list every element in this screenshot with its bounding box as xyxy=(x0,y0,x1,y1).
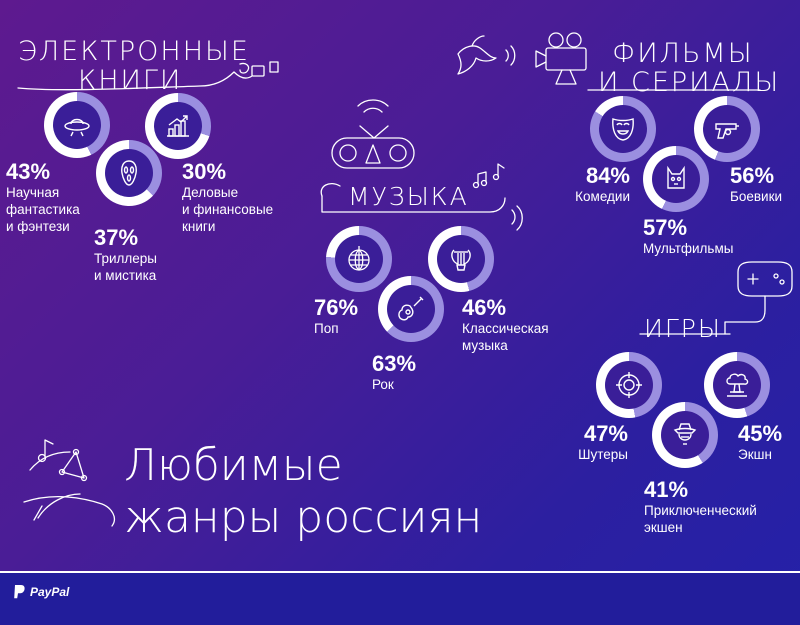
paypal-icon xyxy=(14,585,25,599)
disco-ball-icon xyxy=(348,246,370,271)
donut-action-movies xyxy=(694,96,760,162)
books-title: ЭЛЕКТРОННЫЕ КНИГИ xyxy=(18,38,250,94)
stat-comedy-label-1: Комедии xyxy=(575,189,630,204)
cartoon-cat-icon xyxy=(667,165,685,189)
main-title: Любимые жанры россиян xyxy=(124,440,482,544)
stat-business: 30% Деловые и финансовые книги xyxy=(182,160,273,235)
stat-action-games: 45% Экшн xyxy=(738,422,782,463)
donut-rock xyxy=(378,276,444,342)
books-title-line2: КНИГИ xyxy=(78,65,183,96)
stat-cartoons-label-1: Мультфильмы xyxy=(643,241,734,256)
stat-pop-label-1: Поп xyxy=(314,321,339,336)
stat-scifi-label-1: Научная xyxy=(6,185,60,200)
stat-cartoons: 57% Мультфильмы xyxy=(643,216,733,257)
stat-thriller-value: 37% xyxy=(94,225,139,250)
stat-adventure-label-1: Приключенческий xyxy=(644,503,757,518)
stat-action-movies-label-1: Боевики xyxy=(730,189,783,204)
nuclear-explosion-icon xyxy=(726,373,749,397)
stat-comedy-value: 84% xyxy=(585,163,630,188)
scream-mask-icon xyxy=(121,160,137,186)
books-title-line1: ЭЛЕКТРОННЫЕ xyxy=(18,36,250,67)
stat-cartoons-value: 57% xyxy=(643,215,688,240)
stat-thriller-label-2: и мистика xyxy=(94,268,157,283)
donut-thriller xyxy=(96,140,162,206)
stat-thriller: 37% Триллеры и мистика xyxy=(94,226,157,284)
ufo-icon xyxy=(64,118,90,137)
footer-divider xyxy=(0,571,800,573)
stat-business-label-3: книги xyxy=(182,219,216,234)
movies-title-line1: ФИЛЬМЫ xyxy=(612,38,754,69)
donut-adventure xyxy=(652,402,718,468)
donut-business xyxy=(145,93,211,159)
stat-pop: 76% Поп xyxy=(314,296,358,337)
lyre-icon xyxy=(451,249,471,271)
stat-action-games-label-1: Экшн xyxy=(738,447,772,462)
comedy-mask-icon xyxy=(612,118,634,141)
stat-action-movies-value: 56% xyxy=(730,163,775,188)
stat-business-label-1: Деловые xyxy=(182,185,239,200)
stat-rock: 63% Рок xyxy=(372,352,416,393)
stat-business-value: 30% xyxy=(182,159,227,184)
movies-title-line2: И СЕРИАЛЫ xyxy=(598,67,781,98)
stat-comedy: 84% Комедии xyxy=(575,164,630,205)
stat-scifi-value: 43% xyxy=(6,159,51,184)
stat-scifi-label-2: фантастика xyxy=(6,202,80,217)
donut-scifi xyxy=(44,92,110,158)
stat-pop-value: 76% xyxy=(314,295,359,320)
stat-thriller-label-1: Триллеры xyxy=(94,251,158,266)
stat-business-label-2: и финансовые xyxy=(182,202,274,217)
stat-shooters: 47% Шутеры xyxy=(578,422,628,463)
stat-adventure-label-2: экшен xyxy=(644,520,683,535)
paypal-brand-text: PayPal xyxy=(30,585,70,599)
music-title: МУЗЫКА xyxy=(348,184,469,209)
donut-shooters xyxy=(596,352,662,418)
donut-classical xyxy=(428,226,494,292)
donut-action-games xyxy=(704,352,770,418)
main-title-line1: Любимые xyxy=(124,440,343,491)
growth-chart-icon xyxy=(167,115,189,137)
stat-scifi-label-3: и фэнтези xyxy=(6,219,70,234)
stat-rock-value: 63% xyxy=(372,351,417,376)
games-title-line1: ИГРЫ xyxy=(644,314,722,343)
stat-classical: 46% Классическая музыка xyxy=(462,296,549,354)
footer-bar xyxy=(0,573,800,625)
stat-classical-label-2: музыка xyxy=(462,338,508,353)
stat-scifi: 43% Научная фантастика и фэнтези xyxy=(6,160,80,235)
donut-comedy xyxy=(590,96,656,162)
revolver-icon xyxy=(715,123,739,139)
stat-action-games-value: 45% xyxy=(738,421,783,446)
stat-classical-value: 46% xyxy=(462,295,507,320)
stat-action-movies: 56% Боевики xyxy=(730,164,782,205)
stat-shooters-label-1: Шутеры xyxy=(578,447,628,462)
main-title-line2: жанры россиян xyxy=(124,492,483,543)
donut-pop xyxy=(326,226,392,292)
stat-classical-label-1: Классическая xyxy=(462,321,549,336)
crosshair-icon xyxy=(616,372,642,398)
music-title-line1: МУЗЫКА xyxy=(348,182,469,211)
stat-adventure: 41% Приключенческий экшен xyxy=(644,478,757,536)
donut-cartoons xyxy=(643,146,709,212)
stat-adventure-value: 41% xyxy=(644,477,689,502)
stat-shooters-value: 47% xyxy=(583,421,628,446)
paypal-logo: PayPal xyxy=(12,584,69,600)
adventurer-icon xyxy=(673,423,697,445)
movies-title: ФИЛЬМЫ И СЕРИАЛЫ xyxy=(598,40,780,96)
guitar-icon xyxy=(398,296,424,321)
games-title: ИГРЫ xyxy=(644,316,722,341)
stat-rock-label-1: Рок xyxy=(372,377,394,392)
